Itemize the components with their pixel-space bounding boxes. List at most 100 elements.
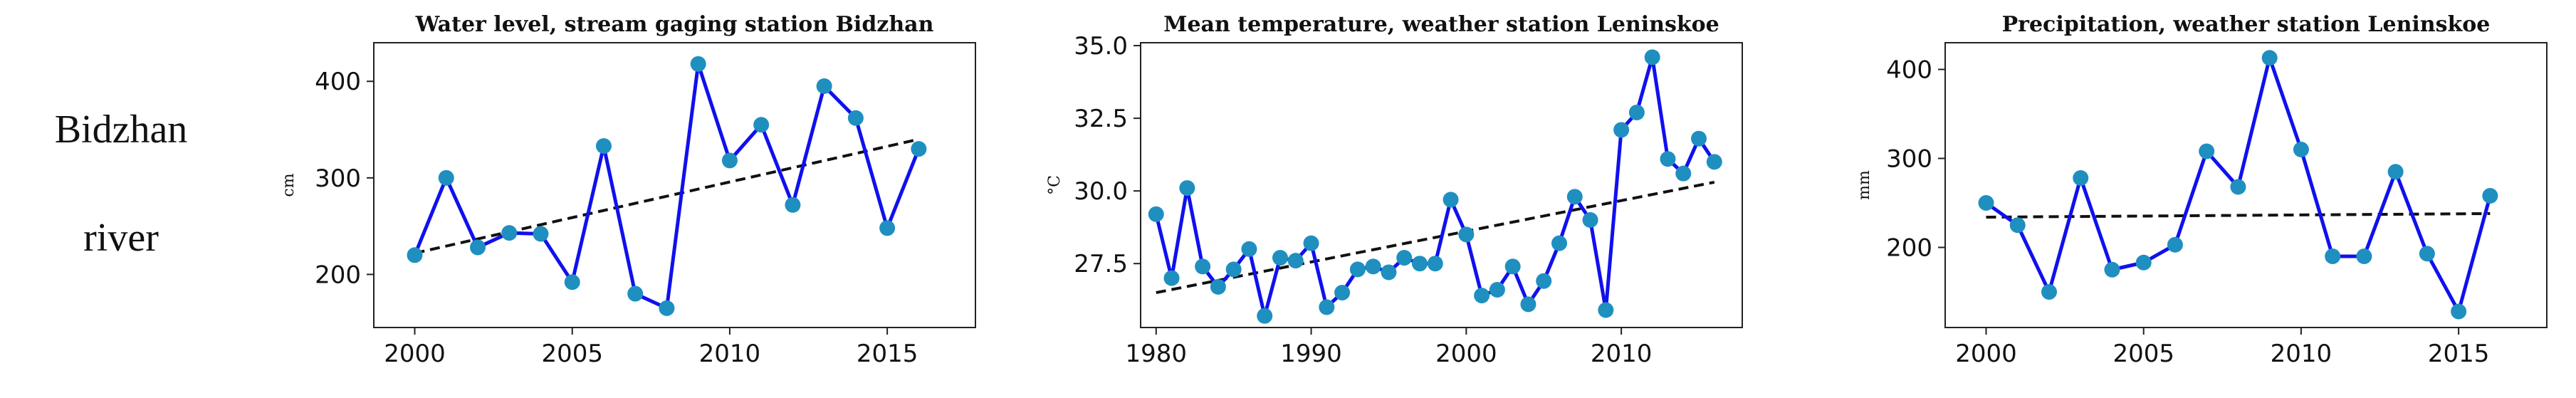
data-point [1319, 299, 1335, 315]
chart-panel-3: Precipitation, weather station Leninskoe… [1855, 12, 2548, 368]
data-point [1427, 256, 1443, 272]
x-tick-label: 2015 [857, 340, 918, 368]
data-point [1691, 130, 1707, 147]
data-point [1163, 270, 1180, 286]
data-point [1566, 189, 1583, 205]
data-point [1241, 241, 1257, 257]
data-point [1195, 258, 1211, 275]
x-tick-label: 2005 [2112, 340, 2174, 368]
trend-line [414, 137, 919, 255]
data-point [2230, 179, 2246, 195]
data-point [2073, 170, 2089, 186]
row-label-line1: Bidzhan [54, 108, 188, 152]
data-point [564, 274, 580, 290]
data-point [469, 239, 486, 256]
x-tick-label: 1990 [1280, 340, 1342, 368]
data-point [438, 169, 454, 186]
data-point [407, 247, 423, 263]
y-tick-label: 35.0 [1074, 32, 1128, 61]
data-point [1443, 192, 1459, 208]
x-tick-label: 2015 [2428, 340, 2490, 368]
chart-panel-1: Water level, stream gaging station Bidzh… [280, 12, 976, 368]
data-point [1396, 250, 1413, 266]
data-point [816, 78, 832, 95]
x-tick-label: 2000 [384, 340, 446, 368]
data-point [627, 286, 644, 302]
data-point [1458, 226, 1475, 243]
x-tick-label: 1980 [1126, 340, 1188, 368]
data-point [1628, 104, 1645, 120]
data-point [1381, 264, 1397, 281]
data-point [2009, 217, 2026, 234]
data-point [2387, 164, 2404, 180]
data-point [2325, 248, 2341, 264]
y-axis-label: mm [1855, 170, 1873, 200]
trend-line [1156, 180, 1715, 294]
series-line [413, 62, 921, 310]
data-point [1675, 165, 1692, 182]
y-axis-label: °C [1046, 175, 1064, 195]
data-point [1210, 278, 1226, 295]
data-point [1334, 285, 1351, 301]
y-tick-label: 300 [315, 164, 361, 193]
data-point [879, 220, 896, 236]
chart-title: Water level, stream gaging station Bidzh… [415, 12, 934, 37]
y-axis-label: cm [280, 173, 298, 197]
data-point [847, 110, 864, 126]
data-point [1598, 302, 1614, 318]
data-point [1706, 154, 1722, 170]
data-point [1504, 258, 1521, 275]
data-point [1978, 195, 1994, 211]
data-point [595, 138, 612, 155]
data-point [2482, 188, 2498, 204]
data-point [2261, 50, 2278, 66]
data-point [2293, 142, 2309, 157]
data-point [1582, 211, 1598, 228]
data-point [1287, 253, 1304, 269]
data-point [721, 152, 738, 169]
data-point [1148, 206, 1164, 222]
row-label-line2: river [83, 216, 159, 260]
y-tick-label: 400 [1886, 56, 1932, 85]
chart-title: Mean temperature, weather station Lenins… [1163, 12, 1719, 37]
data-point [785, 197, 801, 213]
data-point [2104, 261, 2120, 278]
data-point [1644, 49, 1660, 66]
x-tick-label: 2005 [541, 340, 603, 368]
data-point [1551, 235, 1568, 251]
data-point [1536, 273, 1552, 289]
data-point [2135, 254, 2152, 271]
plot-frame [1140, 42, 1743, 328]
plot-frame [373, 42, 976, 328]
data-point [1225, 261, 1242, 278]
data-point [2041, 284, 2057, 300]
data-point [2419, 246, 2435, 262]
data-point [659, 300, 675, 316]
data-point [1303, 235, 1319, 251]
x-tick-label: 2010 [699, 340, 761, 368]
data-point [1489, 281, 1505, 298]
data-point [2167, 236, 2183, 253]
data-point [2199, 143, 2215, 159]
data-point [2451, 303, 2467, 320]
data-point [1272, 250, 1289, 266]
row-label: Bidzhan river [14, 107, 228, 323]
chart-title: Precipitation, weather station Leninskoe [2002, 12, 2491, 37]
y-tick-label: 200 [315, 261, 361, 289]
y-tick-label: 300 [1886, 145, 1932, 174]
data-point [1412, 256, 1428, 272]
y-tick-label: 32.5 [1074, 105, 1128, 133]
x-tick-label: 2000 [1435, 340, 1497, 368]
data-point [753, 117, 770, 133]
x-tick-label: 2010 [1591, 340, 1653, 368]
data-point [1179, 180, 1195, 197]
data-point [1474, 288, 1490, 304]
data-point [1257, 308, 1273, 324]
y-tick-label: 27.5 [1074, 250, 1128, 278]
plot-frame [1944, 42, 2548, 328]
data-point [1660, 151, 1676, 167]
y-tick-label: 30.0 [1074, 177, 1128, 206]
y-tick-label: 200 [1886, 234, 1932, 263]
data-point [1349, 261, 1366, 278]
